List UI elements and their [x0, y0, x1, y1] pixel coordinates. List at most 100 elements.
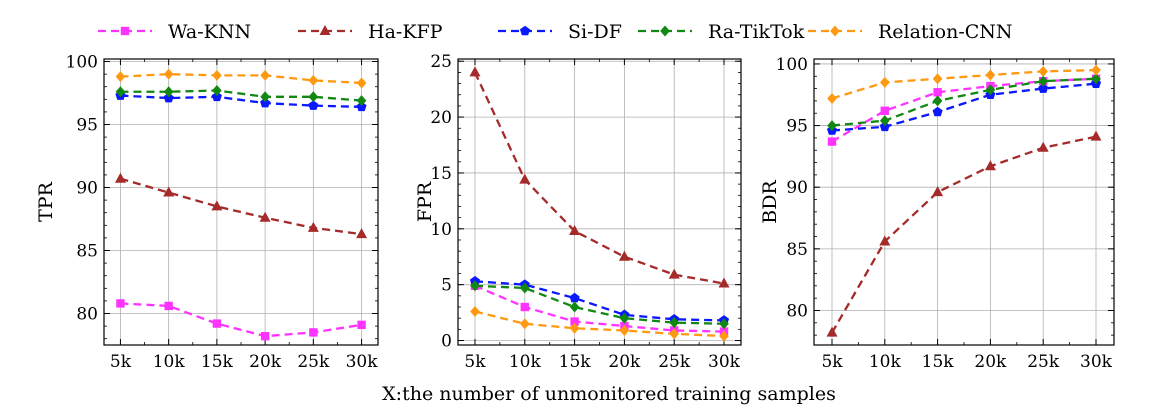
ticks — [104, 59, 378, 345]
data-point — [163, 86, 174, 98]
x-tick-label: 10k — [869, 352, 902, 372]
data-point — [519, 282, 530, 294]
data-point — [827, 120, 837, 132]
data-point — [163, 186, 175, 197]
y-tick-label: 20 — [430, 108, 452, 128]
data-point — [356, 77, 367, 89]
data-point — [115, 86, 126, 98]
legend-label: Ha-KFP — [368, 21, 443, 43]
data-point — [212, 69, 222, 81]
data-point — [880, 106, 889, 115]
series-line — [831, 77, 1097, 143]
data-point — [520, 302, 529, 312]
data-point — [356, 101, 367, 112]
x-axis-title: X:the number of unmonitored training sam… — [382, 383, 836, 405]
data-point — [212, 319, 222, 328]
y-tick-label: 5 — [441, 276, 452, 296]
plot-frame — [813, 58, 1115, 346]
data-point — [718, 277, 730, 288]
series-relation-cnn — [827, 64, 1101, 104]
plot-frame — [457, 58, 742, 346]
series-line — [120, 94, 362, 109]
grid — [458, 59, 741, 345]
y-axis-title: FPR — [414, 181, 436, 222]
data-point — [880, 115, 890, 127]
data-point — [356, 95, 367, 107]
data-point — [308, 100, 319, 110]
data-point — [985, 84, 996, 96]
y-tick-label: 80 — [786, 301, 808, 321]
x-tick-label: 25k — [1027, 352, 1060, 372]
x-tick-label: 5k — [110, 352, 132, 372]
legend: Wa-KNN Ha-KFP Si-DF Ra-TikTok Relation-CNN — [98, 21, 1013, 43]
data-point — [669, 317, 680, 329]
grid — [104, 59, 378, 345]
series-ha-kfp — [114, 172, 368, 239]
data-point — [211, 91, 222, 102]
y-tick-label: 95 — [786, 117, 808, 137]
data-point — [356, 228, 368, 239]
data-point — [569, 292, 580, 303]
series-relation-cnn — [470, 305, 729, 342]
data-point — [470, 305, 480, 317]
legend-item-ra-tiktok: Ra-TikTok — [638, 21, 805, 43]
data-point — [932, 95, 943, 107]
y-tick-label: 0 — [441, 332, 452, 352]
data-point — [260, 69, 270, 81]
data-point — [163, 68, 174, 80]
series-ha-kfp — [469, 66, 730, 288]
data-point — [307, 221, 319, 232]
panel-fpr: 0 5 10 15 20 25 5k 10k 15k 20k 25k 30k FPR — [414, 52, 742, 372]
legend-marker-pentagon — [519, 25, 531, 36]
x-tick-label: 20k — [974, 352, 1007, 372]
data-point — [985, 69, 996, 81]
data-point — [308, 91, 319, 103]
x-tick-label: 30k — [1080, 352, 1113, 372]
x-tick-label: 10k — [153, 352, 186, 372]
data-point — [827, 92, 837, 104]
data-point — [1038, 83, 1049, 93]
series-line — [474, 284, 725, 325]
x-tick-label: 15k — [922, 352, 955, 372]
series-line — [474, 280, 725, 322]
data-point — [1090, 130, 1102, 141]
series-relation-cnn — [115, 68, 367, 89]
y-tick-label: 80 — [76, 305, 98, 325]
data-point — [932, 73, 943, 85]
legend-item-wa-knn: Wa-KNN — [98, 21, 251, 43]
data-point — [569, 322, 580, 334]
series-line — [474, 310, 725, 338]
data-point — [933, 88, 942, 97]
grid — [814, 59, 1114, 345]
series-ha-kfp — [826, 130, 1102, 337]
panel-bdr: 80 85 90 95 100 5k 10k 15k 20k 25k 30k BDR — [759, 55, 1115, 372]
y-tick-label: 85 — [786, 240, 808, 260]
data-point — [880, 76, 890, 88]
data-point — [569, 301, 580, 313]
series-line — [473, 71, 725, 285]
panel-tpr: 80 85 90 95 100 5k 10k 15k 20k 25k 30k TPR — [35, 53, 379, 372]
x-tick-label: 5k — [464, 352, 486, 372]
data-point — [1038, 65, 1048, 77]
x-tick-label: 20k — [608, 352, 641, 372]
data-point — [115, 71, 126, 83]
y-tick-label: 100 — [66, 53, 98, 73]
panels: 80 85 90 95 100 5k 10k 15k 20k 25k 30k TPR 0 5 10 15 20 2… — [35, 52, 1115, 372]
data-point — [569, 225, 581, 236]
data-point — [211, 200, 223, 211]
data-point — [260, 97, 271, 108]
legend-marker-diamond — [830, 25, 840, 37]
data-point — [259, 211, 271, 222]
series-si-df — [469, 276, 730, 325]
x-tick-label: 30k — [708, 352, 741, 372]
data-point — [163, 92, 174, 103]
series-line — [831, 77, 1097, 127]
x-tick-label: 10k — [509, 352, 542, 372]
x-tick-label: 25k — [297, 352, 330, 372]
data-point — [469, 66, 481, 77]
y-tick-label: 15 — [430, 164, 452, 184]
data-point — [519, 318, 530, 330]
y-tick-label: 100 — [776, 55, 808, 75]
series-wa-knn — [116, 299, 366, 341]
y-tick-label: 95 — [76, 116, 98, 136]
